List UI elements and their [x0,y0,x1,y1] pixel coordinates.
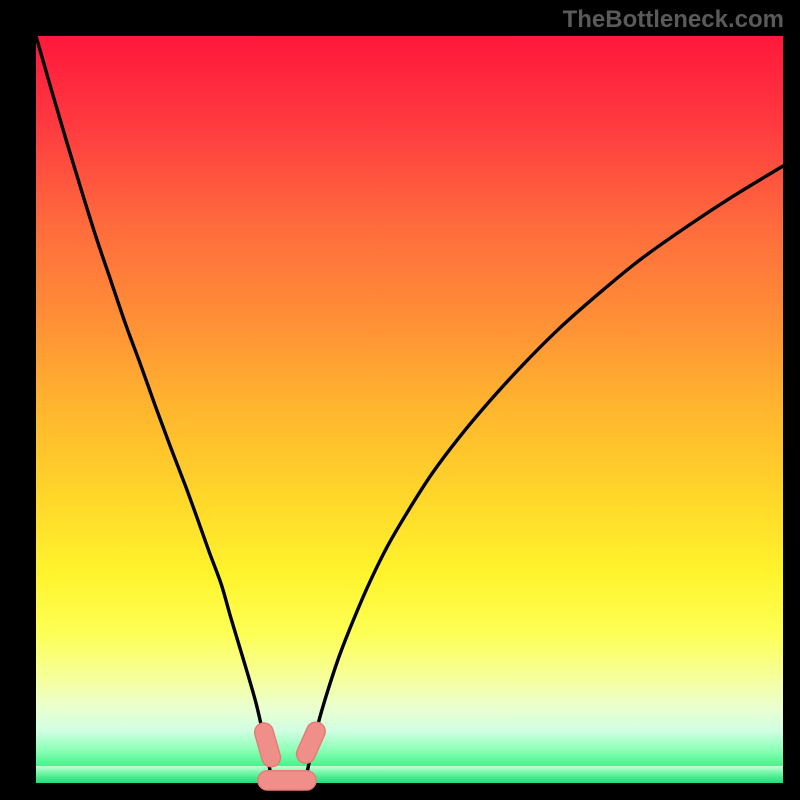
attribution-watermark: TheBottleneck.com [563,6,784,34]
chart-stage: TheBottleneck.com [0,0,800,800]
plot-green-band [36,766,783,783]
plot-gradient-background [36,36,783,783]
